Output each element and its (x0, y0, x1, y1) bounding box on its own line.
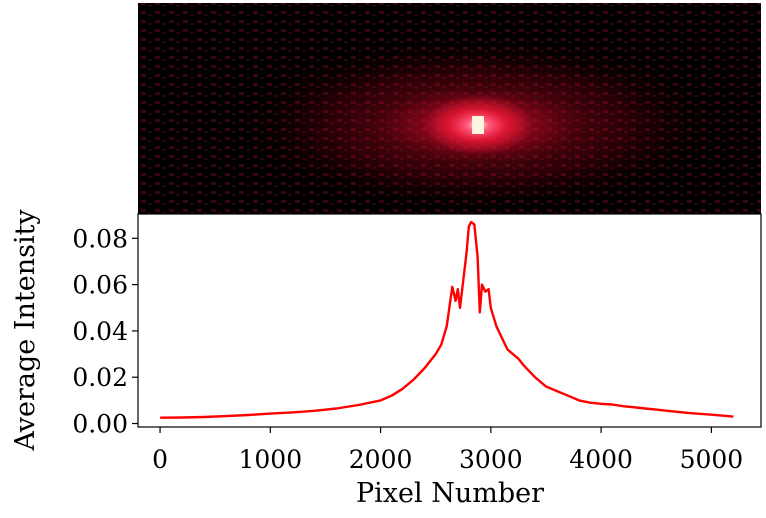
y-axis-ticks: 0.00 0.02 0.04 0.06 0.08 (72, 224, 138, 439)
x-tick-label: 0 (152, 445, 168, 474)
intensity-plot-panel: 0 1000 2000 3000 4000 5000 0.000.020.040.060.… (10, 209, 762, 509)
x-axis-ticks: 0 1000 2000 3000 4000 5000 (152, 427, 743, 474)
y-tick-label: 0.00 (72, 410, 128, 439)
y-axis-label: Average Intensity (10, 209, 41, 452)
x-tick-label: 5000 (680, 445, 744, 474)
plot-frame (137, 213, 762, 428)
plot-series-group (160, 220, 734, 419)
x-tick-label: 3000 (459, 445, 523, 474)
x-tick-label: 4000 (569, 445, 633, 474)
y-tick-label: 0.04 (72, 317, 128, 346)
diffraction-image-panel (138, 3, 761, 214)
x-tick-label: 2000 (349, 445, 413, 474)
x-tick-label: 1000 (239, 445, 303, 474)
y-tick-label: 0.08 (72, 224, 128, 253)
y-tick-label: 0.06 (72, 271, 128, 300)
y-tick-label: 0.02 (72, 363, 128, 392)
x-axis-label: Pixel Number (356, 478, 544, 509)
central-maximum (472, 116, 484, 134)
intensity-series-line (160, 220, 734, 419)
